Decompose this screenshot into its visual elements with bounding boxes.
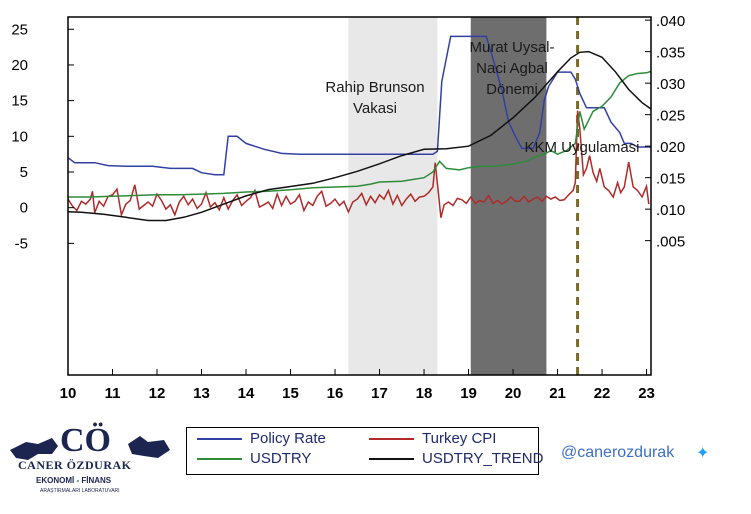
shaded-period-label: Vakasi: [353, 100, 397, 117]
left-axis-tick-label: 0: [20, 200, 28, 217]
legend-item-policy-rate: Policy Rate: [197, 430, 326, 447]
brand-name: CANER ÖZDURAK: [18, 458, 132, 472]
x-axis-tick-label: 16: [327, 385, 344, 402]
brand-tagline: ARAŞTIRMALARI LABORATUVARI: [40, 488, 120, 494]
x-axis-tick-label: 14: [238, 385, 255, 402]
x-axis-tick-label: 10: [60, 385, 77, 402]
right-axis-tick-label: .030: [656, 76, 685, 93]
plot-frame: [67, 16, 652, 376]
shaded-period: [470, 17, 547, 375]
shaded-period-label: Rahip Brunson: [325, 79, 424, 96]
twitter-handle[interactable]: @canerozdurak: [561, 444, 675, 461]
legend-item-usdtry-trend: USDTRY_TREND: [369, 450, 543, 467]
legend-item-usdtry: USDTRY: [197, 450, 311, 467]
x-axis-tick-label: 19: [460, 385, 477, 402]
twitter-bird-icon[interactable]: ✦: [696, 445, 710, 462]
legend: Policy Rate Turkey CPI USDTRY USDTRY_TRE…: [186, 427, 543, 475]
left-axis-tick-label: 25: [11, 21, 28, 38]
right-axis-tick-label: .020: [656, 139, 685, 156]
right-axis-tick-label: .035: [656, 45, 685, 62]
x-axis-tick-label: 11: [105, 385, 121, 402]
bull-bear-logo-icon: [10, 436, 170, 460]
right-axis-tick-label: .040: [656, 13, 685, 30]
x-axis-tick-label: 23: [638, 385, 655, 402]
series-line-turkey-cpi: [67, 110, 650, 218]
x-axis-tick-label: 20: [505, 385, 522, 402]
series-line-policy-rate: [67, 35, 651, 176]
series-line-usdtry-trend: [67, 50, 652, 222]
legend-item-turkey-cpi: Turkey CPI: [369, 430, 496, 447]
brand-subtitle: EKONOMİ - FİNANS: [36, 476, 112, 485]
series-line-usdtry: [68, 70, 652, 198]
x-axis-tick-label: 21: [549, 385, 566, 402]
kkm-label: KKM Uygulamasi: [524, 139, 639, 156]
x-axis-tick-label: 22: [594, 385, 611, 402]
x-axis-tick-label: 18: [416, 385, 433, 402]
legend-swatch: [197, 458, 242, 461]
x-axis-tick-label: 12: [149, 385, 166, 402]
right-axis-tick-label: .010: [656, 202, 685, 219]
legend-swatch: [369, 438, 414, 441]
legend-label: USDTRY_TREND: [422, 450, 544, 467]
left-axis-tick-label: -5: [15, 235, 28, 252]
x-axis-tick-label: 17: [371, 385, 388, 402]
left-axis-tick-label: 20: [11, 57, 28, 74]
legend-label: USDTRY: [250, 450, 312, 467]
left-axis-tick-label: 10: [11, 128, 28, 145]
legend-label: Policy Rate: [250, 430, 326, 447]
right-axis-tick-label: .025: [656, 108, 685, 125]
legend-swatch: [369, 458, 414, 461]
x-axis-tick-label: 15: [282, 385, 299, 402]
legend-swatch: [197, 438, 242, 441]
legend-label: Turkey CPI: [422, 430, 497, 447]
x-axis-tick-label: 13: [193, 385, 210, 402]
left-axis-tick-label: 5: [20, 164, 28, 181]
shaded-period-label: Murat Uysal-: [469, 39, 554, 56]
brand-monogram: CÖ: [60, 422, 111, 459]
chart: -5 0 5 10 15 20 25 .005 .010 .015 .020 .025 .030 .035…: [11, 13, 685, 402]
left-axis-tick-label: 15: [11, 93, 28, 110]
shaded-period-label: Dönemi: [486, 81, 538, 98]
right-axis-tick-label: .005: [656, 234, 685, 251]
shaded-period-label: Naci Agbal: [476, 60, 548, 77]
right-axis-tick-label: .015: [656, 171, 685, 188]
